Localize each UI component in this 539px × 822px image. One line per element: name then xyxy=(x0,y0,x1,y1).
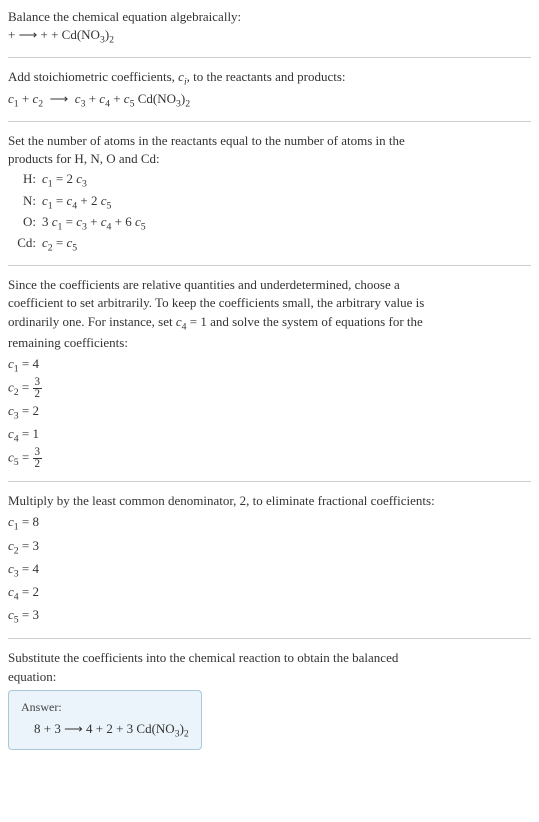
atom-equations: H: c1 = 2 c3 N: c1 = c4 + 2 c5 O: 3 c1 =… xyxy=(8,170,531,255)
coef-c5: c5 = 32 xyxy=(8,447,531,471)
coef-c4-int: c4 = 2 xyxy=(8,582,531,605)
coef-c2-int: c2 = 3 xyxy=(8,536,531,559)
initial-equation: + ⟶ + + Cd(NO3)2 xyxy=(8,26,531,47)
multiply-intro: Multiply by the least common denominator… xyxy=(8,492,531,510)
balanced-equation: 8 + 3 ⟶ 4 + 2 + 3 Cd(NO3)2 xyxy=(21,720,189,741)
atom-row-n: N: c1 = c4 + 2 c5 xyxy=(8,192,531,213)
solve-p2: coefficient to set arbitrarily. To keep … xyxy=(8,294,531,312)
section-solve: Since the coefficients are relative quan… xyxy=(8,276,531,471)
stoich-equation: c1 + c2 ⟶ c3 + c4 + c5 Cd(NO3)2 xyxy=(8,90,531,111)
coef-list-fractional: c1 = 4 c2 = 32 c3 = 2 c4 = 1 c5 = 32 xyxy=(8,354,531,471)
section-balance-intro: Balance the chemical equation algebraica… xyxy=(8,8,531,47)
solve-p4: remaining coefficients: xyxy=(8,334,531,352)
coef-c4: c4 = 1 xyxy=(8,424,531,447)
divider xyxy=(8,638,531,639)
divider xyxy=(8,121,531,122)
atom-intro-2: products for H, N, O and Cd: xyxy=(8,150,531,168)
answer-box: Answer: 8 + 3 ⟶ 4 + 2 + 3 Cd(NO3)2 xyxy=(8,690,202,750)
atom-intro-1: Set the number of atoms in the reactants… xyxy=(8,132,531,150)
divider xyxy=(8,57,531,58)
coef-list-integer: c1 = 8 c2 = 3 c3 = 4 c4 = 2 c5 = 3 xyxy=(8,512,531,628)
coef-c3: c3 = 2 xyxy=(8,401,531,424)
coef-c5-int: c5 = 3 xyxy=(8,605,531,628)
coef-c1-int: c1 = 8 xyxy=(8,512,531,535)
section-atom-balance: Set the number of atoms in the reactants… xyxy=(8,132,531,255)
atom-row-h: H: c1 = 2 c3 xyxy=(8,170,531,191)
coef-c1: c1 = 4 xyxy=(8,354,531,377)
atom-row-o: O: 3 c1 = c3 + c4 + 6 c5 xyxy=(8,213,531,234)
answer-label: Answer: xyxy=(21,699,189,716)
final-p2: equation: xyxy=(8,668,531,686)
section-final: Substitute the coefficients into the che… xyxy=(8,649,531,749)
solve-p3: ordinarily one. For instance, set c4 = 1… xyxy=(8,313,531,334)
coef-c3-int: c3 = 4 xyxy=(8,559,531,582)
section-multiply: Multiply by the least common denominator… xyxy=(8,492,531,628)
intro-text: Balance the chemical equation algebraica… xyxy=(8,8,531,26)
divider xyxy=(8,265,531,266)
coef-c2: c2 = 32 xyxy=(8,377,531,401)
section-stoichiometric: Add stoichiometric coefficients, ci, to … xyxy=(8,68,531,110)
atom-row-cd: Cd: c2 = c5 xyxy=(8,234,531,255)
solve-p1: Since the coefficients are relative quan… xyxy=(8,276,531,294)
final-p1: Substitute the coefficients into the che… xyxy=(8,649,531,667)
divider xyxy=(8,481,531,482)
stoich-text: Add stoichiometric coefficients, ci, to … xyxy=(8,68,531,89)
